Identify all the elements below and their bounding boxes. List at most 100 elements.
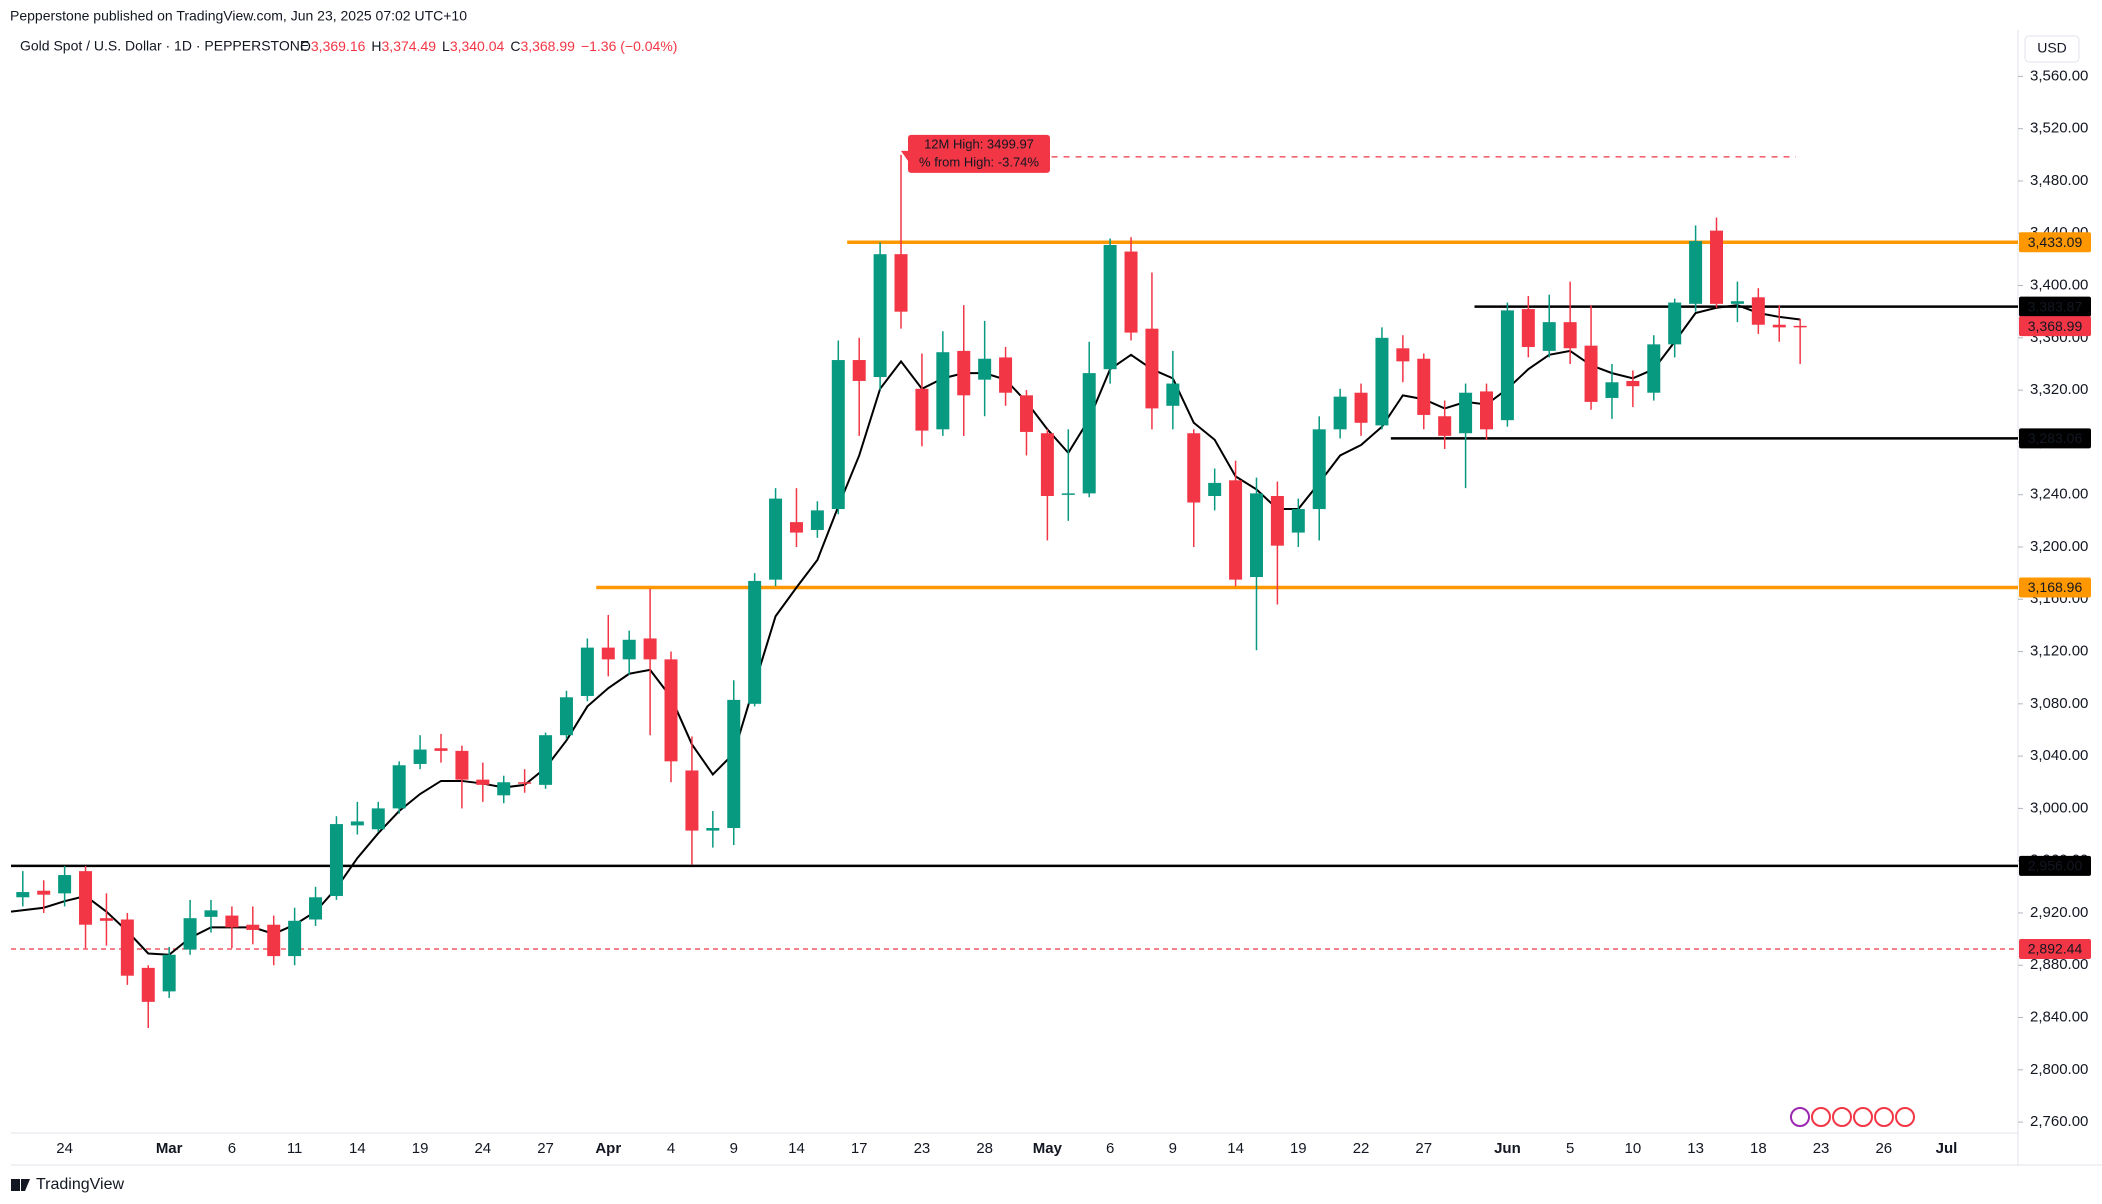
candle-body bbox=[392, 765, 406, 809]
candle-body bbox=[1459, 392, 1473, 434]
candle-body bbox=[1563, 322, 1577, 349]
candle-body bbox=[1626, 380, 1640, 387]
candle-body bbox=[37, 890, 51, 895]
candle-body bbox=[371, 808, 385, 830]
x-tick-label: 14 bbox=[788, 1140, 805, 1157]
candle-body bbox=[1730, 301, 1744, 304]
candle-body bbox=[1061, 493, 1075, 495]
candle-body bbox=[1751, 297, 1765, 325]
candle-body bbox=[769, 498, 783, 580]
candle-body bbox=[685, 770, 699, 831]
x-tick-label: 17 bbox=[851, 1140, 868, 1157]
candle-body bbox=[99, 918, 113, 921]
candle-body bbox=[434, 748, 448, 751]
candle-body bbox=[413, 749, 427, 764]
x-tick-label: 19 bbox=[412, 1140, 429, 1157]
y-tick-label: 3,480.00 bbox=[2030, 172, 2088, 189]
candle-body bbox=[225, 915, 239, 928]
event-icon bbox=[1832, 1107, 1852, 1127]
candle-body bbox=[455, 750, 469, 780]
annotation-box bbox=[908, 134, 1050, 173]
x-tick-label: May bbox=[1033, 1140, 1063, 1157]
currency: USD bbox=[2037, 40, 2067, 56]
candle-body bbox=[727, 699, 741, 828]
y-tick-label: 3,320.00 bbox=[2030, 381, 2088, 398]
legend-key: C bbox=[510, 38, 520, 54]
y-tick-label: 3,400.00 bbox=[2030, 277, 2088, 294]
currency-box bbox=[2024, 35, 2080, 63]
y-tick-label: 2,920.00 bbox=[2030, 904, 2088, 921]
candle-body bbox=[288, 920, 302, 957]
candle-body bbox=[957, 350, 971, 396]
published-note: Pepperstone published on TradingView.com… bbox=[10, 8, 467, 24]
candle-body bbox=[539, 735, 553, 785]
candle-body bbox=[915, 388, 929, 431]
candle-body bbox=[16, 892, 30, 898]
price-badge-label: 3,433.09 bbox=[2028, 234, 2083, 250]
price-badge bbox=[2019, 577, 2091, 598]
candle-body bbox=[141, 967, 155, 1002]
x-tick-label: 18 bbox=[1750, 1140, 1767, 1157]
y-tick-label: 2,840.00 bbox=[2030, 1008, 2088, 1025]
candle-body bbox=[706, 827, 720, 831]
x-tick-label: 6 bbox=[228, 1140, 236, 1157]
annotation-text: 12M High: 3499.97 bbox=[924, 136, 1034, 151]
candle-body bbox=[1249, 493, 1263, 578]
candle-body bbox=[120, 919, 134, 976]
x-tick-label: 5 bbox=[1566, 1140, 1574, 1157]
candle-body bbox=[559, 697, 573, 736]
candle-body bbox=[1584, 345, 1598, 402]
y-tick-label: 3,200.00 bbox=[2030, 538, 2088, 555]
logo-shape bbox=[21, 1179, 30, 1191]
event-icon bbox=[1874, 1107, 1894, 1127]
candle-body bbox=[643, 638, 657, 660]
candle-body bbox=[1187, 433, 1201, 503]
candle-body bbox=[936, 352, 950, 430]
symbol-title: Gold Spot / U.S. Dollar · 1D · PEPPERSTO… bbox=[20, 38, 309, 54]
candle-body bbox=[183, 918, 197, 950]
x-tick-label: 14 bbox=[1227, 1140, 1244, 1157]
legend-key: L bbox=[442, 38, 450, 54]
candle-body bbox=[1793, 325, 1807, 328]
candle-body bbox=[1208, 482, 1222, 496]
annotation-pointer bbox=[901, 150, 908, 161]
y-tick-label: 3,120.00 bbox=[2030, 643, 2088, 660]
legend-change: −1.36 (−0.04%) bbox=[581, 38, 678, 54]
candle-body bbox=[1647, 344, 1661, 393]
legend-value: 3,374.49 bbox=[382, 38, 437, 54]
candle-body bbox=[1480, 391, 1493, 430]
y-tick-label: 3,520.00 bbox=[2030, 120, 2088, 137]
y-tick-label: 2,880.00 bbox=[2030, 956, 2088, 973]
y-tick-label: 2,800.00 bbox=[2030, 1061, 2088, 1078]
candle-body bbox=[1291, 509, 1305, 533]
x-tick-label: 24 bbox=[56, 1140, 73, 1157]
candle-body bbox=[1500, 310, 1514, 421]
candle-body bbox=[1710, 230, 1724, 304]
legend-key: H bbox=[371, 38, 381, 54]
candle-body bbox=[1103, 245, 1117, 370]
candle-body bbox=[999, 357, 1013, 393]
candle-body bbox=[350, 821, 364, 826]
candle-body bbox=[1668, 302, 1682, 345]
x-tick-label: 13 bbox=[1687, 1140, 1704, 1157]
candle-body bbox=[873, 254, 887, 378]
candle-body bbox=[518, 782, 532, 784]
candle-body bbox=[810, 510, 824, 530]
y-tick-label: 3,080.00 bbox=[2030, 695, 2088, 712]
candle-body bbox=[1772, 324, 1786, 328]
x-tick-label: 14 bbox=[349, 1140, 366, 1157]
candle-body bbox=[162, 954, 176, 992]
price-badge-label: 3,283.06 bbox=[2028, 430, 2083, 446]
candle-body bbox=[329, 824, 343, 896]
candle-body bbox=[852, 360, 866, 381]
candle-body bbox=[1417, 358, 1431, 415]
x-tick-label: 4 bbox=[667, 1140, 675, 1157]
candle-body bbox=[497, 782, 511, 796]
y-tick-label: 3,240.00 bbox=[2030, 486, 2088, 503]
price-badge-label: 3,168.96 bbox=[2028, 579, 2083, 595]
price-badge bbox=[2019, 296, 2091, 317]
x-tick-label: 6 bbox=[1106, 1140, 1114, 1157]
candle-body bbox=[1605, 382, 1619, 398]
event-icon bbox=[1811, 1107, 1831, 1127]
